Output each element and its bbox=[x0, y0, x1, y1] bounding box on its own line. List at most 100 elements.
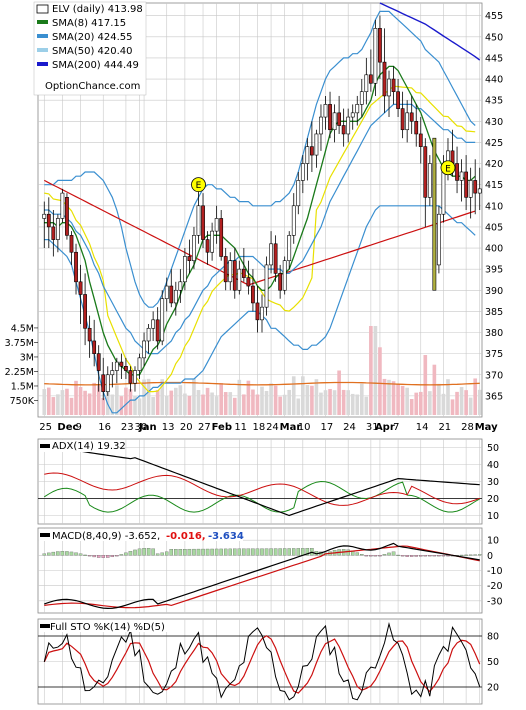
macd-histogram-bar bbox=[305, 548, 310, 556]
volume-bar bbox=[369, 326, 373, 415]
candle-body bbox=[42, 213, 47, 219]
candle-body bbox=[391, 78, 396, 93]
panel-tick-label: 80 bbox=[487, 632, 499, 643]
macd-histogram-bar bbox=[142, 548, 146, 556]
volume-bar bbox=[441, 393, 446, 415]
candle-body bbox=[464, 171, 469, 198]
candle-body bbox=[387, 78, 391, 97]
macd-histogram-bar bbox=[251, 548, 255, 556]
volume-bar bbox=[160, 379, 165, 415]
macd-histogram-bar bbox=[47, 552, 51, 556]
volume-bar bbox=[142, 379, 146, 415]
price-tick-label: 455 bbox=[485, 11, 503, 22]
date-tick-label: 20 bbox=[180, 422, 193, 433]
panel-tick-label: -10 bbox=[487, 566, 503, 577]
macd-histogram-bar bbox=[192, 548, 196, 556]
indicator-lines bbox=[44, 2, 481, 414]
price-tick-label: 415 bbox=[485, 180, 503, 191]
candle-body bbox=[83, 294, 87, 329]
candle-body bbox=[182, 256, 187, 283]
legend-swatch bbox=[37, 20, 48, 24]
volume-bar bbox=[119, 396, 124, 415]
volume-bar bbox=[146, 378, 151, 415]
macd-histogram-bar bbox=[278, 548, 282, 556]
date-tick-label: 28 bbox=[461, 422, 474, 433]
candle-body bbox=[214, 218, 219, 232]
macd-histogram-bar bbox=[360, 554, 364, 556]
volume-bar bbox=[459, 387, 464, 415]
candle-body bbox=[400, 108, 405, 131]
minus-di-line bbox=[44, 472, 480, 506]
price-tick-label: 370 bbox=[485, 370, 503, 381]
date-tick-label: 11 bbox=[234, 422, 247, 433]
macd-histogram-bar bbox=[83, 554, 87, 556]
volume-bar bbox=[287, 389, 292, 415]
candle-body bbox=[51, 226, 56, 240]
volume-bar bbox=[219, 383, 223, 415]
volume-average-line bbox=[44, 381, 480, 386]
candle-body bbox=[124, 366, 128, 371]
candle-body bbox=[319, 116, 323, 135]
volume-bar bbox=[46, 387, 51, 415]
candle-body bbox=[96, 353, 101, 371]
macd-histogram-bar bbox=[106, 555, 110, 558]
panel-tick-label: 20 bbox=[487, 683, 499, 694]
legend-label: SMA(50) 420.40 bbox=[52, 46, 133, 57]
candle-body bbox=[219, 218, 224, 257]
price-tick-label: 450 bbox=[485, 32, 503, 43]
volume-bar bbox=[78, 386, 83, 415]
candle-body bbox=[300, 163, 305, 181]
macd-histogram-bar bbox=[51, 551, 56, 556]
macd-histogram-bar bbox=[65, 551, 69, 556]
macd-histogram-bar bbox=[405, 555, 409, 557]
macd-histogram-bar bbox=[146, 548, 151, 556]
macd-panel: 10 0 -10 -20 -30 MACD(8,40,9) -3.652, -0.016, -… bbox=[37, 527, 503, 614]
volume-bar bbox=[305, 385, 310, 415]
candle-body bbox=[328, 104, 332, 131]
macd-histogram-bar bbox=[196, 548, 201, 556]
macd-histogram-bar bbox=[237, 548, 242, 556]
panel-tick-label: 50 bbox=[487, 443, 499, 454]
volume-tick-label: 3.75M bbox=[5, 338, 34, 349]
candle-body bbox=[232, 260, 237, 291]
volume-bar bbox=[205, 387, 210, 415]
volume-bar bbox=[101, 397, 106, 415]
macd-histogram-bar bbox=[42, 553, 47, 556]
volume-bar bbox=[237, 379, 242, 415]
volume-bar bbox=[378, 347, 382, 415]
volume-bar bbox=[83, 390, 87, 415]
candle-body bbox=[92, 340, 97, 354]
volume-bar bbox=[273, 385, 278, 415]
volume-bar bbox=[278, 396, 282, 415]
macd-histogram-bar bbox=[74, 552, 78, 556]
legend-swatch bbox=[37, 34, 48, 38]
panel-tick-label: -30 bbox=[487, 596, 503, 607]
date-tick-label: Mar bbox=[280, 422, 302, 433]
macd-histogram-bar bbox=[242, 548, 246, 556]
candle-body bbox=[187, 256, 192, 261]
volume-bar bbox=[133, 395, 137, 415]
volume-bar bbox=[51, 397, 56, 415]
volume-bar bbox=[328, 388, 332, 415]
candle-body bbox=[173, 289, 178, 304]
candle-body bbox=[269, 243, 273, 266]
candle-body bbox=[310, 146, 314, 156]
macd-legend-swatch bbox=[40, 533, 50, 537]
price-axis-ticks: 365 370 375 380 385 390 395 400 405 410 415 420 425 4… bbox=[485, 11, 503, 402]
candle-body bbox=[105, 374, 110, 392]
macd-histogram-bar bbox=[477, 554, 482, 556]
earnings-marker bbox=[191, 177, 206, 193]
volume-bar bbox=[155, 390, 160, 415]
price-tick-label: 385 bbox=[485, 307, 503, 318]
macd-histogram-bar bbox=[296, 548, 301, 556]
volume-bar bbox=[151, 396, 155, 415]
volume-bar bbox=[255, 394, 260, 415]
candle-body bbox=[114, 361, 119, 371]
volume-tick-label: 1.5M bbox=[11, 381, 34, 392]
candle-body bbox=[119, 361, 124, 367]
sto-d-line bbox=[43, 635, 481, 694]
volume-bar bbox=[201, 394, 205, 415]
volume-bar bbox=[396, 383, 400, 415]
volume-bar bbox=[364, 396, 369, 415]
candle-body bbox=[137, 357, 142, 371]
